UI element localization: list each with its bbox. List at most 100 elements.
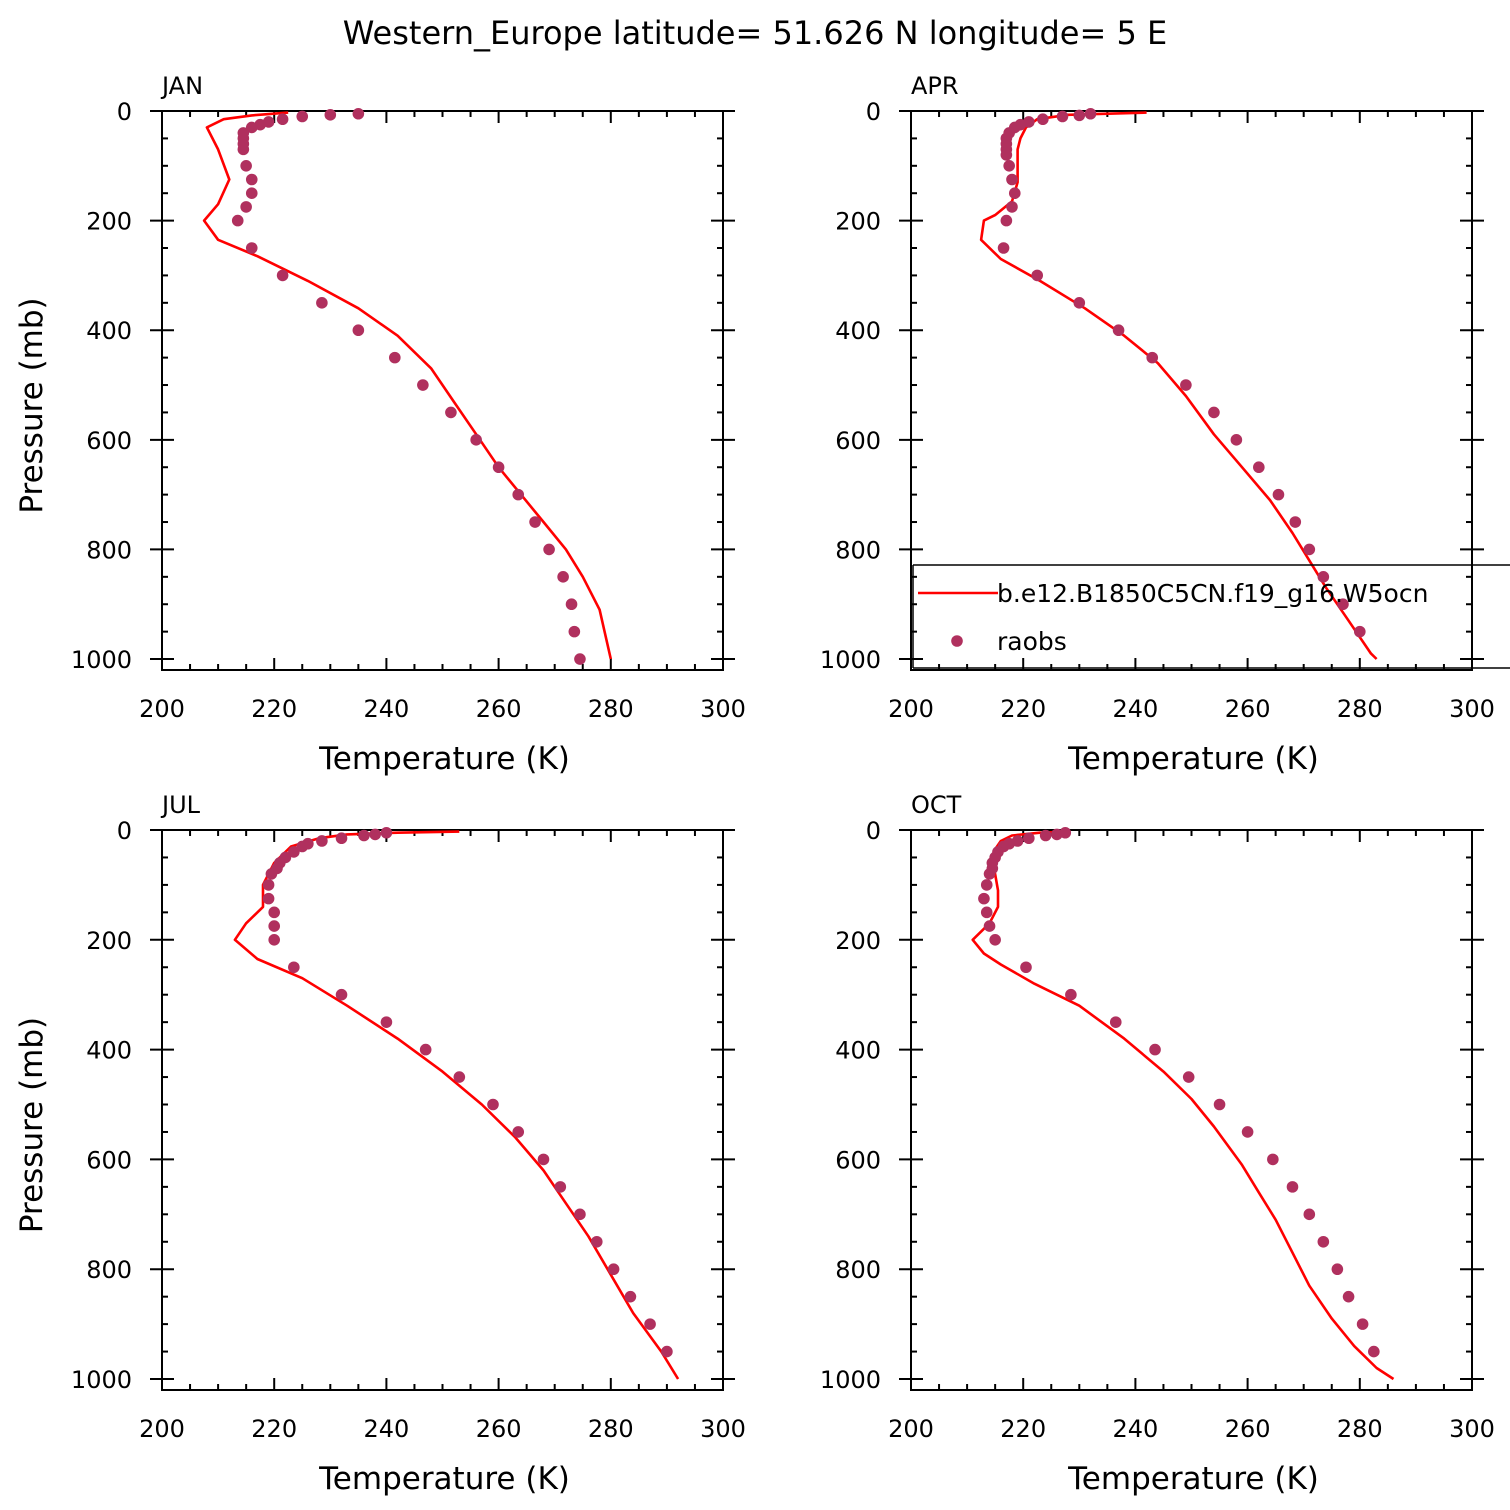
obs-point: [276, 113, 289, 126]
panel-oct: OCT 200 220 240 260 280 300 0 200 400 600 800 1000 Te…: [820, 791, 1495, 1497]
y-tick-label: 200: [835, 927, 881, 955]
x-tick-label: 240: [1112, 1415, 1158, 1443]
plot-frame: [161, 829, 724, 1391]
obs-point: [1003, 160, 1015, 172]
obs-point: [245, 121, 258, 134]
y-tick-label: 400: [86, 1037, 132, 1065]
obs-point: [335, 832, 348, 845]
obs-point: [240, 201, 252, 213]
obs-point: [1286, 1181, 1299, 1193]
obs-point: [1051, 828, 1063, 841]
obs-point: [445, 406, 457, 419]
y-tick-label: 400: [86, 317, 132, 345]
obs-point: [590, 1235, 603, 1248]
x-tick-label: 220: [1000, 1415, 1046, 1443]
y-tick-label: 800: [86, 1256, 132, 1284]
obs-point: [358, 829, 370, 842]
obs-point: [487, 1098, 499, 1111]
obs-point: [417, 379, 429, 391]
plot-frame: [161, 110, 724, 671]
x-axis-title: Temperature (K): [1067, 1461, 1319, 1497]
x-tick-label: 260: [1225, 695, 1271, 723]
obs-point: [1241, 1126, 1254, 1138]
obs-point: [1065, 988, 1077, 1001]
obs-point: [1368, 1345, 1380, 1358]
obs-point: [380, 826, 393, 839]
y-axis-title: Pressure (mb): [14, 1017, 50, 1233]
obs-point: [1039, 829, 1052, 842]
model-series-line: [971, 830, 1395, 1381]
obs-point: [980, 906, 993, 919]
x-tick-label: 200: [888, 1415, 934, 1443]
obs-point: [1289, 516, 1302, 528]
obs-point: [245, 187, 258, 200]
obs-point: [574, 1208, 586, 1221]
obs-point: [492, 461, 505, 474]
obs-point: [419, 1043, 432, 1056]
figure-title: Western_Europe latitude= 51.626 N longit…: [343, 14, 1167, 52]
obs-point: [512, 488, 525, 501]
y-tick-label: 200: [86, 208, 132, 236]
obs-point: [1006, 201, 1018, 213]
obs-point: [1146, 351, 1159, 364]
x-axis-title: Temperature (K): [318, 1461, 570, 1497]
model-series-line: [202, 111, 613, 660]
y-tick-label: 400: [835, 1037, 881, 1065]
obs-point: [1084, 107, 1097, 120]
y-tick-label: 600: [86, 1146, 132, 1174]
y-tick-label: 600: [86, 427, 132, 455]
obs-point: [997, 242, 1010, 254]
obs-point: [1023, 832, 1035, 845]
obs-point: [352, 107, 365, 120]
obs-point: [557, 571, 569, 583]
x-tick-label: 280: [1337, 1415, 1383, 1443]
legend-obs-label: raobs: [997, 627, 1067, 656]
obs-point: [268, 906, 281, 919]
obs-point: [1303, 543, 1316, 556]
obs-point: [1020, 961, 1032, 974]
obs-point: [296, 840, 309, 853]
obs-point: [983, 920, 996, 932]
panel-apr: APR 200 220 240 260 280 300 0 200 400 600 800 1000 Te…: [820, 72, 1510, 777]
obs-point: [624, 1290, 637, 1303]
y-tick-label: 0: [117, 817, 132, 845]
y-tick-label: 600: [835, 427, 881, 455]
obs-point: [1056, 110, 1069, 123]
x-tick-label: 220: [1000, 695, 1046, 723]
y-tick-label: 0: [866, 817, 881, 845]
model-series-line: [233, 830, 680, 1380]
obs-point: [1006, 173, 1018, 186]
x-tick-label: 240: [363, 695, 409, 723]
x-axis-title: Temperature (K): [1067, 741, 1319, 777]
obs-point: [335, 988, 348, 1001]
obs-point: [607, 1263, 620, 1276]
obs-point: [1208, 406, 1220, 419]
obs-point: [1073, 297, 1086, 309]
obs-point: [1354, 625, 1366, 638]
x-tick-label: 300: [1449, 1415, 1495, 1443]
obs-point: [389, 351, 401, 364]
obs-point: [1182, 1071, 1195, 1083]
legend-obs-swatch: [951, 635, 963, 647]
y-tick-label: 1000: [71, 1366, 132, 1394]
obs-point: [512, 1126, 525, 1138]
obs-point: [1342, 1290, 1355, 1303]
x-tick-label: 240: [363, 1415, 409, 1443]
obs-point: [288, 846, 300, 858]
x-tick-label: 220: [251, 695, 297, 723]
x-tick-label: 240: [1112, 695, 1158, 723]
y-tick-label: 400: [835, 317, 881, 345]
obs-point: [978, 892, 990, 905]
obs-point: [265, 868, 278, 880]
obs-point: [1073, 109, 1086, 122]
obs-point: [1037, 113, 1049, 126]
panels: JAN 200 220 240 260 280 300 0 200 400 600 800 1000 Te…: [14, 72, 1510, 1497]
y-tick-label: 200: [835, 208, 881, 236]
obs-point: [989, 934, 1001, 946]
obs-point: [470, 434, 482, 446]
obs-point: [1149, 1043, 1161, 1056]
x-tick-label: 200: [888, 695, 934, 723]
obs-point: [1000, 214, 1013, 227]
obs-point: [1337, 598, 1349, 611]
y-tick-label: 600: [835, 1146, 881, 1174]
